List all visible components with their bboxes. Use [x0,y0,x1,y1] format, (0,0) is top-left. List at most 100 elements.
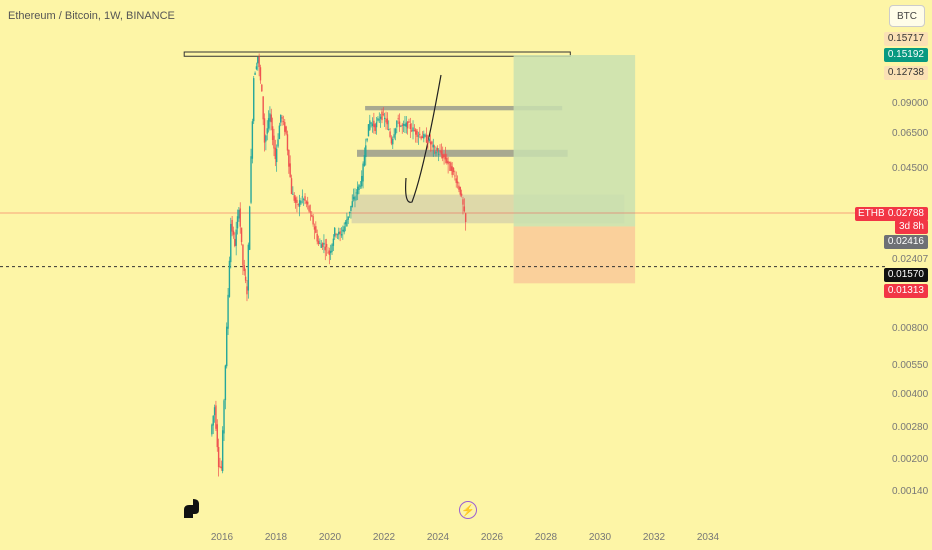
candle-body [435,151,437,154]
candle-body [247,244,250,291]
candle-body [293,195,295,201]
candle-body [456,181,459,184]
candle-body [240,227,243,243]
candle-body [258,56,260,68]
candle-body [365,145,367,158]
candle-body [317,240,320,244]
price-label-zone: 0.15717 [883,32,928,46]
candle-body [301,196,304,198]
candle-body [298,200,301,207]
candle-body [274,147,277,160]
candle-body [254,72,256,75]
candle-body [464,213,467,223]
candle-body [401,124,403,127]
price-label-zone: 0.12738 [883,66,928,80]
candle-body [290,178,293,195]
candle-body [448,161,451,163]
candle-body [423,133,425,139]
candle-body [329,250,332,254]
candle-body [460,193,463,196]
candle-body [440,150,443,155]
candle-body [369,120,371,130]
x-tick-label: 2018 [265,532,288,543]
candle-body [277,139,279,147]
candle-body [348,211,351,214]
candle-body [284,122,286,132]
candle-body [436,147,439,151]
candle-body [312,216,314,225]
candle-body [332,238,335,246]
candle-body [339,231,341,234]
candle-body [321,243,324,248]
candle-body [375,122,378,128]
currency-button[interactable]: BTC [889,5,925,27]
candle-body [327,252,329,254]
candle-body [296,199,298,204]
candle-body [362,163,364,182]
candle-body [413,130,416,132]
price-label-black: 0.01570 [883,268,928,282]
y-tick-label: 0.00140 [892,486,929,497]
candle-body [358,184,360,190]
candle-body [351,201,353,207]
x-tick-label: 2034 [697,532,720,543]
candle-body [246,286,248,295]
y-tick-label: 0.00550 [892,360,929,371]
chart-title: Ethereum / Bitcoin, 1W, BINANCE [8,10,175,22]
candle-body [311,215,313,217]
candle-body [433,146,436,148]
candle-body [232,230,235,235]
candle-body [459,186,461,195]
candle-body [398,121,401,127]
candle-body [226,326,228,367]
candle-body [227,294,229,329]
candle-body [409,123,412,130]
candle-body [270,114,272,123]
candle-body [390,137,393,144]
candle-body [340,234,343,236]
candle-body [216,424,218,448]
candle-body [313,226,316,230]
candle-body [458,185,460,190]
candle-body [443,154,445,158]
candle-body [300,200,302,204]
candle-body [338,231,340,235]
candle-body [273,135,275,149]
candle-body [379,116,382,119]
candle-body [267,118,270,129]
candle-body [361,175,363,187]
candle-body [425,134,428,143]
candle-body [250,156,252,203]
candle-body [370,122,372,124]
candle-body [342,229,344,232]
candle-body [455,178,457,183]
drawing-gray-1 [365,105,563,111]
candle-body [347,216,349,220]
candle-body [235,229,237,246]
candle-body [451,166,453,175]
candle-body [280,114,282,123]
candle-body [248,206,251,250]
candle-body [421,136,424,139]
candle-body [356,186,359,195]
candle-body [424,135,426,137]
x-tick-label: 2024 [427,532,450,543]
candle-body [335,234,337,236]
candle-body [382,113,385,115]
candle-body [410,130,413,132]
candle-body [286,134,289,151]
candle-body [266,128,268,134]
y-tick-label: 0.06500 [892,128,929,139]
candle-body [374,124,376,131]
candle-body [281,117,283,119]
y-tick-label: 0.00400 [892,389,929,400]
y-tick-label: 0.09000 [892,98,929,109]
candle-body [389,131,391,137]
lightning-icon[interactable]: ⚡ [459,501,477,519]
candle-body [396,120,398,128]
candle-body [263,118,266,143]
y-tick-label: 0.02407 [892,254,929,265]
candle-body [271,126,274,140]
